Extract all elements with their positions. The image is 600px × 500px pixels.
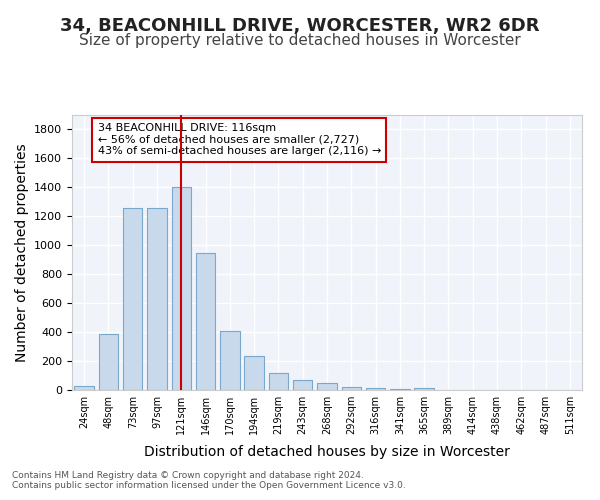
Text: 34, BEACONHILL DRIVE, WORCESTER, WR2 6DR: 34, BEACONHILL DRIVE, WORCESTER, WR2 6DR xyxy=(60,18,540,36)
Bar xyxy=(317,384,337,390)
Bar xyxy=(293,380,313,390)
Y-axis label: Number of detached properties: Number of detached properties xyxy=(14,143,29,362)
Bar xyxy=(244,356,264,390)
Bar xyxy=(390,388,410,390)
Text: 34 BEACONHILL DRIVE: 116sqm
← 56% of detached houses are smaller (2,727)
43% of : 34 BEACONHILL DRIVE: 116sqm ← 56% of det… xyxy=(97,123,381,156)
Bar xyxy=(341,387,361,390)
Bar xyxy=(220,330,239,390)
Bar xyxy=(74,386,94,390)
Bar xyxy=(99,334,118,390)
X-axis label: Distribution of detached houses by size in Worcester: Distribution of detached houses by size … xyxy=(144,446,510,460)
Bar xyxy=(366,388,385,390)
Bar xyxy=(123,208,142,390)
Text: Size of property relative to detached houses in Worcester: Size of property relative to detached ho… xyxy=(79,32,521,48)
Bar xyxy=(269,374,288,390)
Bar xyxy=(196,252,215,390)
Bar xyxy=(172,188,191,390)
Bar xyxy=(147,208,167,390)
Bar xyxy=(415,388,434,390)
Text: Contains HM Land Registry data © Crown copyright and database right 2024.
Contai: Contains HM Land Registry data © Crown c… xyxy=(12,470,406,490)
